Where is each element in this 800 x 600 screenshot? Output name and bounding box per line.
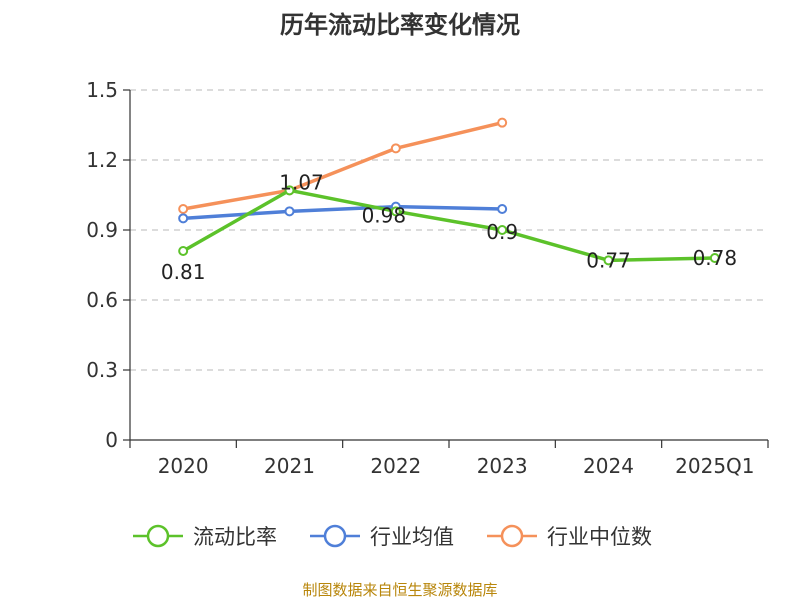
x-tick-label: 2020 <box>158 454 209 478</box>
data-point <box>497 225 508 235</box>
y-tick-label: 1.2 <box>86 148 118 172</box>
legend-marker <box>323 524 347 548</box>
legend-label: 行业均值 <box>370 525 454 549</box>
data-point <box>178 213 189 224</box>
series-points <box>178 117 720 266</box>
data-point <box>497 117 508 128</box>
legend-label: 流动比率 <box>193 525 277 549</box>
legend-marker <box>146 524 170 548</box>
data-label: 0.81 <box>161 260 206 284</box>
legend-label: 行业中位数 <box>547 525 652 549</box>
series-line-1 <box>183 204 503 221</box>
data-point <box>390 206 401 217</box>
legend-marker <box>500 524 524 548</box>
chart-title: 历年流动比率变化情况 <box>280 11 520 39</box>
data-label: 0.78 <box>693 246 738 270</box>
series-line-2 <box>182 120 503 211</box>
axes <box>123 89 769 448</box>
data-point <box>178 246 189 256</box>
data-point <box>178 204 189 214</box>
data-label: 0.9 <box>486 220 518 244</box>
x-tick-label: 2025Q1 <box>675 454 754 478</box>
data-label: 0.98 <box>362 203 407 227</box>
x-tick-label: 2024 <box>583 454 634 478</box>
data-labels: 0.81 1.07 0.98 0.9 0.77 0.78 <box>161 170 737 284</box>
series-lines <box>182 120 715 263</box>
x-tick-label: 2022 <box>370 454 421 478</box>
source-note: 制图数据来自恒生聚源数据库 <box>302 581 497 599</box>
data-point <box>603 255 614 266</box>
legend: 流动比率 行业均值 行业中位数 <box>133 524 652 549</box>
y-tick-labels: 0 0.3 0.6 0.9 1.2 1.5 <box>86 78 118 452</box>
y-tick-label: 0.3 <box>86 358 118 382</box>
data-point <box>709 253 720 263</box>
data-label: 0.77 <box>586 248 631 272</box>
gridlines <box>130 89 768 371</box>
y-tick-label: 0 <box>105 428 118 452</box>
y-tick-label: 0.9 <box>86 218 118 242</box>
y-tick-label: 1.5 <box>86 78 118 102</box>
x-tick-label: 2023 <box>477 454 528 478</box>
y-tick-label: 0.6 <box>86 288 118 312</box>
data-point <box>497 204 508 214</box>
data-point <box>284 185 295 196</box>
data-point <box>390 143 401 154</box>
series-line-0 <box>182 188 715 263</box>
data-point <box>284 206 295 217</box>
data-label: 1.07 <box>279 170 324 194</box>
x-tick-labels: 2020 2021 2022 2023 2024 2025Q1 <box>158 454 755 478</box>
x-tick-label: 2021 <box>264 454 315 478</box>
